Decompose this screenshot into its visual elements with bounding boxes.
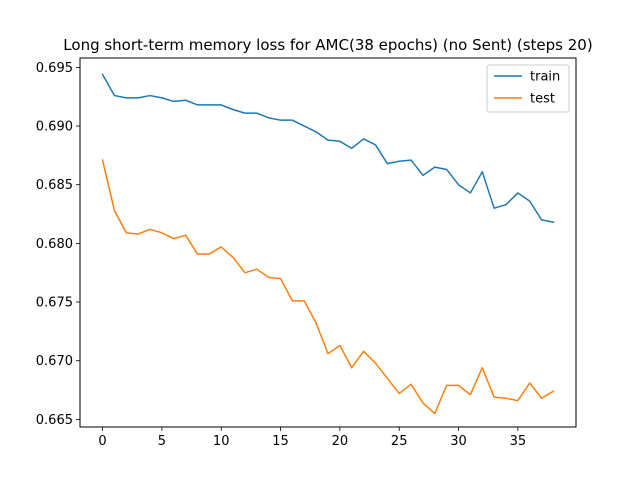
legend-label-test: test [530,92,555,107]
plot-area: 0 5 10 15 20 25 30 35 0.665 0.670 0.675 0.680 0.685… [36,57,577,449]
y-tick-label: 0.695 [36,61,73,76]
y-tick-label: 0.690 [36,120,73,135]
x-tick-label: 5 [158,434,166,449]
legend-label-train: train [530,70,560,85]
y-tick-label: 0.685 [36,178,73,193]
x-tick-label: 0 [98,434,106,449]
series-line-test [101,159,555,415]
x-axis: 0 5 10 15 20 25 30 35 [98,427,526,449]
x-tick-label: 15 [272,434,289,449]
y-tick-label: 0.680 [36,237,73,252]
y-tick-label: 0.665 [36,413,73,428]
series-layer [101,73,555,415]
legend: train test [486,64,570,113]
x-tick-label: 35 [510,434,527,449]
axes-frame [79,57,577,428]
y-tick-label: 0.670 [36,354,73,369]
x-tick-label: 25 [391,434,408,449]
series-line-train [101,73,555,224]
x-tick-label: 10 [213,434,230,449]
y-tick-label: 0.675 [36,296,73,311]
x-tick-label: 30 [450,434,467,449]
y-axis: 0.665 0.670 0.675 0.680 0.685 0.690 0.695 [36,61,80,428]
x-tick-label: 20 [332,434,349,449]
chart-title: Long short-term memory loss for AMC(38 e… [63,36,592,54]
